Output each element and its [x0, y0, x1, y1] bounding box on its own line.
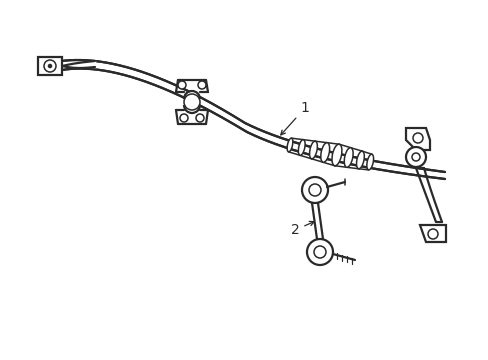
Polygon shape — [183, 92, 200, 110]
Ellipse shape — [320, 143, 329, 162]
Polygon shape — [405, 128, 429, 150]
Circle shape — [183, 94, 200, 110]
Circle shape — [412, 133, 422, 143]
Circle shape — [180, 114, 187, 122]
FancyBboxPatch shape — [38, 57, 62, 75]
Circle shape — [302, 177, 327, 203]
Ellipse shape — [331, 144, 341, 166]
Ellipse shape — [286, 138, 292, 152]
Text: 2: 2 — [290, 221, 313, 237]
Ellipse shape — [366, 154, 373, 170]
Ellipse shape — [309, 141, 317, 159]
Circle shape — [308, 184, 320, 196]
Circle shape — [196, 114, 203, 122]
Ellipse shape — [356, 151, 364, 169]
Circle shape — [405, 147, 425, 167]
Text: 1: 1 — [280, 101, 309, 135]
Circle shape — [306, 239, 332, 265]
Circle shape — [48, 64, 51, 68]
Circle shape — [44, 60, 56, 72]
Circle shape — [178, 81, 185, 89]
Circle shape — [427, 229, 437, 239]
Circle shape — [411, 153, 419, 161]
Polygon shape — [55, 60, 444, 179]
Ellipse shape — [298, 140, 305, 156]
Circle shape — [313, 246, 325, 258]
Ellipse shape — [344, 148, 352, 167]
Polygon shape — [419, 225, 445, 242]
Circle shape — [198, 81, 205, 89]
